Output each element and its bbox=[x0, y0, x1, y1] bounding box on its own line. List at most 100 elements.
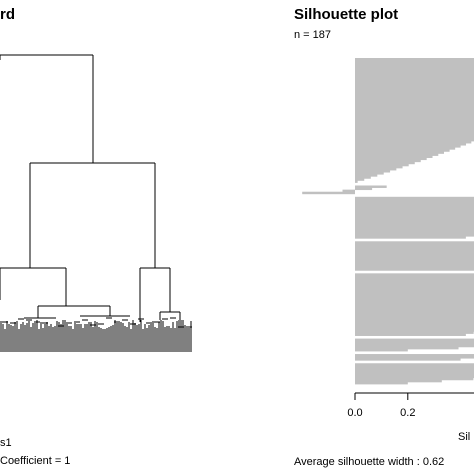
silhouette-bar bbox=[355, 118, 474, 121]
silhouette-bar bbox=[355, 87, 474, 90]
silhouette-bar bbox=[355, 66, 474, 69]
silhouette-bar bbox=[355, 236, 466, 239]
silhouette-n-label: n = 187 bbox=[294, 29, 332, 41]
silhouette-bar bbox=[355, 363, 474, 366]
silhouette-bar bbox=[355, 116, 474, 119]
silhouette-bar bbox=[355, 167, 397, 171]
silhouette-bar bbox=[355, 91, 474, 94]
silhouette-bar bbox=[355, 114, 474, 117]
silhouette-bar bbox=[355, 321, 474, 324]
silhouette-bar bbox=[355, 229, 474, 233]
silhouette-bar bbox=[355, 294, 474, 297]
silhouette-bar bbox=[355, 176, 371, 179]
silhouette-bar bbox=[342, 189, 355, 193]
silhouette-bar bbox=[355, 379, 442, 383]
silhouette-bar bbox=[355, 120, 474, 123]
silhouette-bar bbox=[355, 134, 474, 138]
silhouette-bar bbox=[355, 103, 474, 107]
silhouette-bar bbox=[355, 232, 474, 235]
dendrogram-title-fragment: rd bbox=[0, 6, 15, 23]
silhouette-bar bbox=[355, 101, 474, 105]
silhouette-bar bbox=[355, 358, 461, 361]
silhouette-bar bbox=[355, 247, 474, 250]
silhouette-bar bbox=[355, 215, 474, 218]
silhouette-bar bbox=[355, 340, 474, 344]
silhouette-bar bbox=[355, 342, 474, 346]
silhouette-bar bbox=[355, 296, 474, 299]
silhouette-bar bbox=[355, 327, 474, 330]
silhouette-bar bbox=[355, 211, 474, 214]
silhouette-bar bbox=[355, 377, 474, 381]
silhouette-bar bbox=[355, 257, 474, 261]
silhouette-bar bbox=[355, 268, 474, 271]
silhouette-bar bbox=[355, 172, 384, 175]
silhouette-bar bbox=[355, 143, 467, 146]
silhouette-x-tick-label: 0.2 bbox=[400, 407, 415, 419]
silhouette-bar bbox=[355, 221, 474, 225]
silhouette-bar bbox=[355, 234, 474, 237]
silhouette-bar bbox=[355, 70, 474, 73]
silhouette-bar bbox=[355, 159, 421, 163]
silhouette-bar bbox=[355, 338, 474, 342]
silhouette-bar bbox=[355, 198, 474, 202]
silhouette-bar bbox=[355, 107, 474, 111]
silhouette-bar bbox=[355, 165, 403, 169]
silhouette-bar bbox=[355, 227, 474, 231]
silhouette-bar bbox=[355, 78, 474, 82]
silhouette-bar bbox=[355, 298, 474, 301]
silhouette-bar bbox=[355, 138, 474, 142]
silhouette-bar bbox=[355, 136, 474, 140]
silhouette-bar bbox=[355, 89, 474, 92]
agglomerative-coefficient: Coefficient = 1 bbox=[0, 455, 71, 467]
silhouette-bar bbox=[355, 105, 474, 109]
silhouette-bar bbox=[355, 308, 474, 312]
silhouette-bar bbox=[355, 178, 365, 181]
silhouette-bar bbox=[355, 251, 474, 255]
silhouette-bar bbox=[355, 262, 474, 265]
silhouette-bar bbox=[355, 312, 474, 316]
silhouette-bar bbox=[355, 80, 474, 84]
silhouette-bar bbox=[355, 283, 474, 287]
silhouette-bar bbox=[355, 151, 444, 154]
silhouette-bar bbox=[302, 191, 355, 195]
silhouette-bar bbox=[355, 147, 456, 150]
silhouette-bar bbox=[355, 174, 378, 177]
silhouette-bar bbox=[355, 325, 474, 328]
silhouette-bar bbox=[355, 217, 474, 221]
silhouette-bar bbox=[355, 76, 474, 80]
silhouette-bar bbox=[355, 157, 427, 161]
silhouette-bar bbox=[355, 304, 474, 307]
silhouette-bar bbox=[355, 266, 474, 269]
silhouette-bar bbox=[355, 82, 474, 86]
silhouette-bar bbox=[355, 318, 474, 322]
silhouette-bar bbox=[355, 130, 474, 134]
silhouette-bar bbox=[355, 316, 474, 320]
silhouette-bar bbox=[355, 196, 474, 200]
silhouette-bar bbox=[355, 163, 409, 167]
silhouette-bar bbox=[355, 155, 433, 158]
silhouette-bar bbox=[355, 243, 474, 246]
silhouette-bar bbox=[355, 74, 474, 78]
silhouette-bar bbox=[355, 273, 474, 276]
silhouette-bar bbox=[355, 279, 474, 283]
silhouette-bar bbox=[355, 187, 373, 191]
silhouette-bar bbox=[355, 331, 474, 334]
silhouette-bar bbox=[355, 285, 474, 289]
silhouette-bar bbox=[355, 128, 474, 132]
silhouette-title: Silhouette plot bbox=[294, 6, 399, 23]
silhouette-bar bbox=[355, 329, 474, 332]
silhouette-bar bbox=[355, 310, 474, 314]
silhouette-bar bbox=[355, 180, 358, 183]
silhouette-bar bbox=[355, 306, 474, 310]
silhouette-bar bbox=[355, 277, 474, 280]
dendrogram-footer-line1: s1 bbox=[0, 437, 12, 449]
silhouette-bar bbox=[355, 205, 474, 208]
silhouette-bar bbox=[355, 95, 474, 98]
silhouette-bar bbox=[355, 245, 474, 248]
silhouette-bar bbox=[355, 367, 474, 370]
silhouette-bar bbox=[355, 371, 474, 375]
silhouette-bar bbox=[355, 60, 474, 63]
silhouette-bar bbox=[355, 153, 439, 156]
silhouette-bar bbox=[355, 111, 474, 115]
